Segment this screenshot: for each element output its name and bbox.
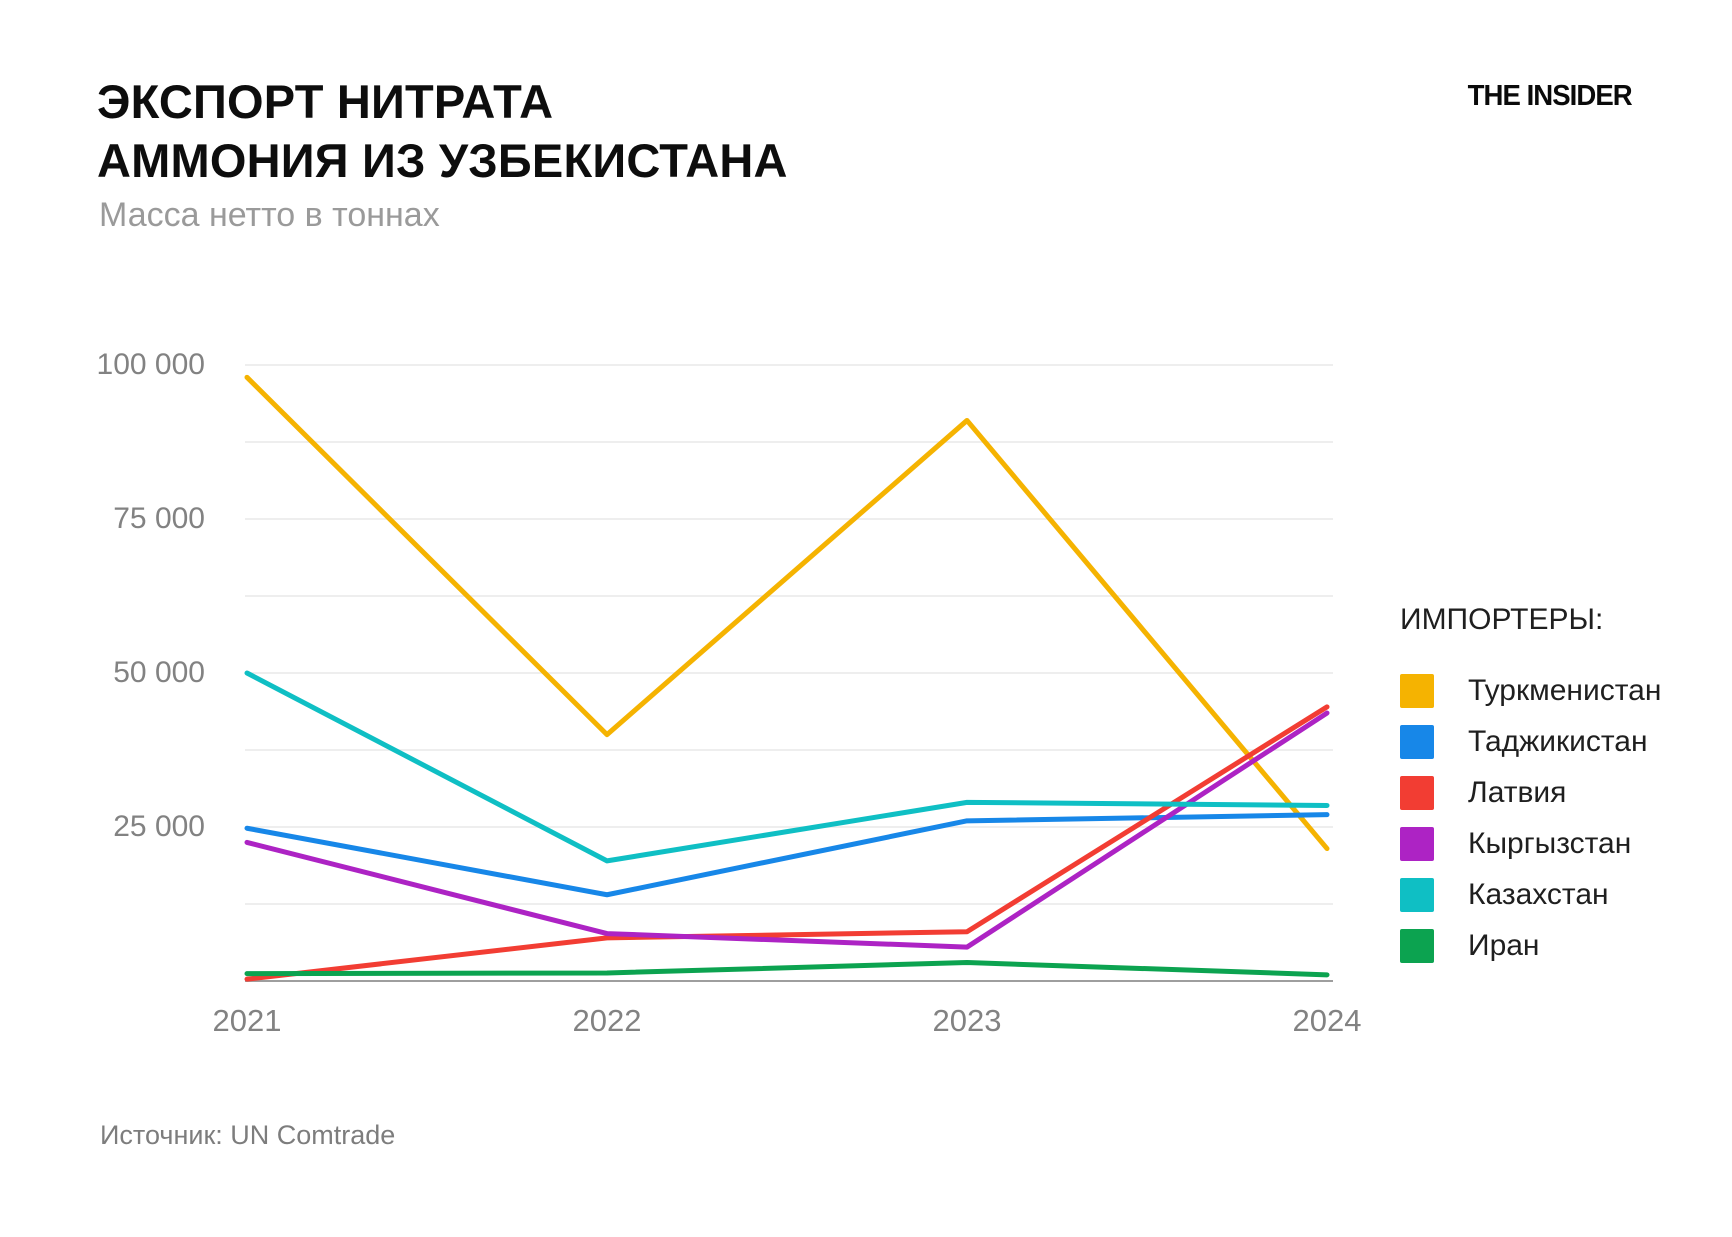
legend-item-Таджикистан: Таджикистан — [1400, 716, 1661, 767]
legend-label: Таджикистан — [1468, 724, 1648, 758]
legend-label: Кыргызстан — [1468, 826, 1632, 860]
legend-items: Туркменистан Таджикистан Латвия Кыргызстан К… — [1400, 665, 1661, 971]
legend-swatch-icon — [1400, 775, 1434, 810]
legend-swatch-icon — [1400, 673, 1434, 708]
legend-label: Иран — [1468, 928, 1540, 962]
the-insider-logo: THE INSIDER — [1467, 80, 1633, 112]
x-tick-label-2024: 2024 — [1292, 1003, 1362, 1038]
y-tick-label-25000: 25 000 — [113, 810, 205, 843]
legend-item-Латвия: Латвия — [1400, 767, 1661, 818]
series-line-Кыргызстан — [244, 710, 1330, 950]
legend: ИМПОРТЕРЫ: Туркменистан Таджикистан Латвия… — [1400, 603, 1661, 971]
series-line-Латвия — [244, 704, 1330, 982]
series-line-Иран — [244, 960, 1330, 978]
x-tick-label-2023: 2023 — [932, 1003, 1002, 1038]
chart-title-line2: АММОНИЯ ИЗ УЗБЕКИСТАНА — [97, 134, 788, 187]
chart-subtitle: Масса нетто в тоннах — [99, 196, 440, 234]
legend-item-Кыргызстан: Кыргызстан — [1400, 818, 1661, 869]
series-line-Туркменистан — [244, 374, 1330, 852]
legend-swatch-icon — [1400, 826, 1434, 861]
legend-item-Иран: Иран — [1400, 920, 1661, 971]
legend-label: Латвия — [1468, 775, 1567, 809]
legend-title: ИМПОРТЕРЫ: — [1400, 603, 1604, 636]
y-tick-label-75000: 75 000 — [113, 502, 205, 535]
legend-label: Туркменистан — [1468, 673, 1662, 707]
x-tick-label-2022: 2022 — [572, 1003, 642, 1038]
y-tick-label-50000: 50 000 — [113, 656, 205, 689]
y-tick-label-100000: 100 000 — [96, 348, 205, 381]
legend-item-Казахстан: Казахстан — [1400, 869, 1661, 920]
source-note: Источник: UN Comtrade — [100, 1120, 396, 1150]
legend-item-Туркменистан: Туркменистан — [1400, 665, 1661, 716]
legend-swatch-icon — [1400, 877, 1434, 912]
legend-swatch-icon — [1400, 928, 1434, 963]
chart-title-line1: ЭКСПОРТ НИТРАТА — [97, 75, 554, 128]
legend-swatch-icon — [1400, 724, 1434, 759]
series-line-Казахстан — [244, 670, 1330, 864]
legend-label: Казахстан — [1468, 877, 1609, 911]
chart-title: ЭКСПОРТ НИТРАТА АММОНИЯ ИЗ УЗБЕКИСТАНА — [97, 72, 788, 190]
x-tick-label-2021: 2021 — [212, 1003, 282, 1038]
